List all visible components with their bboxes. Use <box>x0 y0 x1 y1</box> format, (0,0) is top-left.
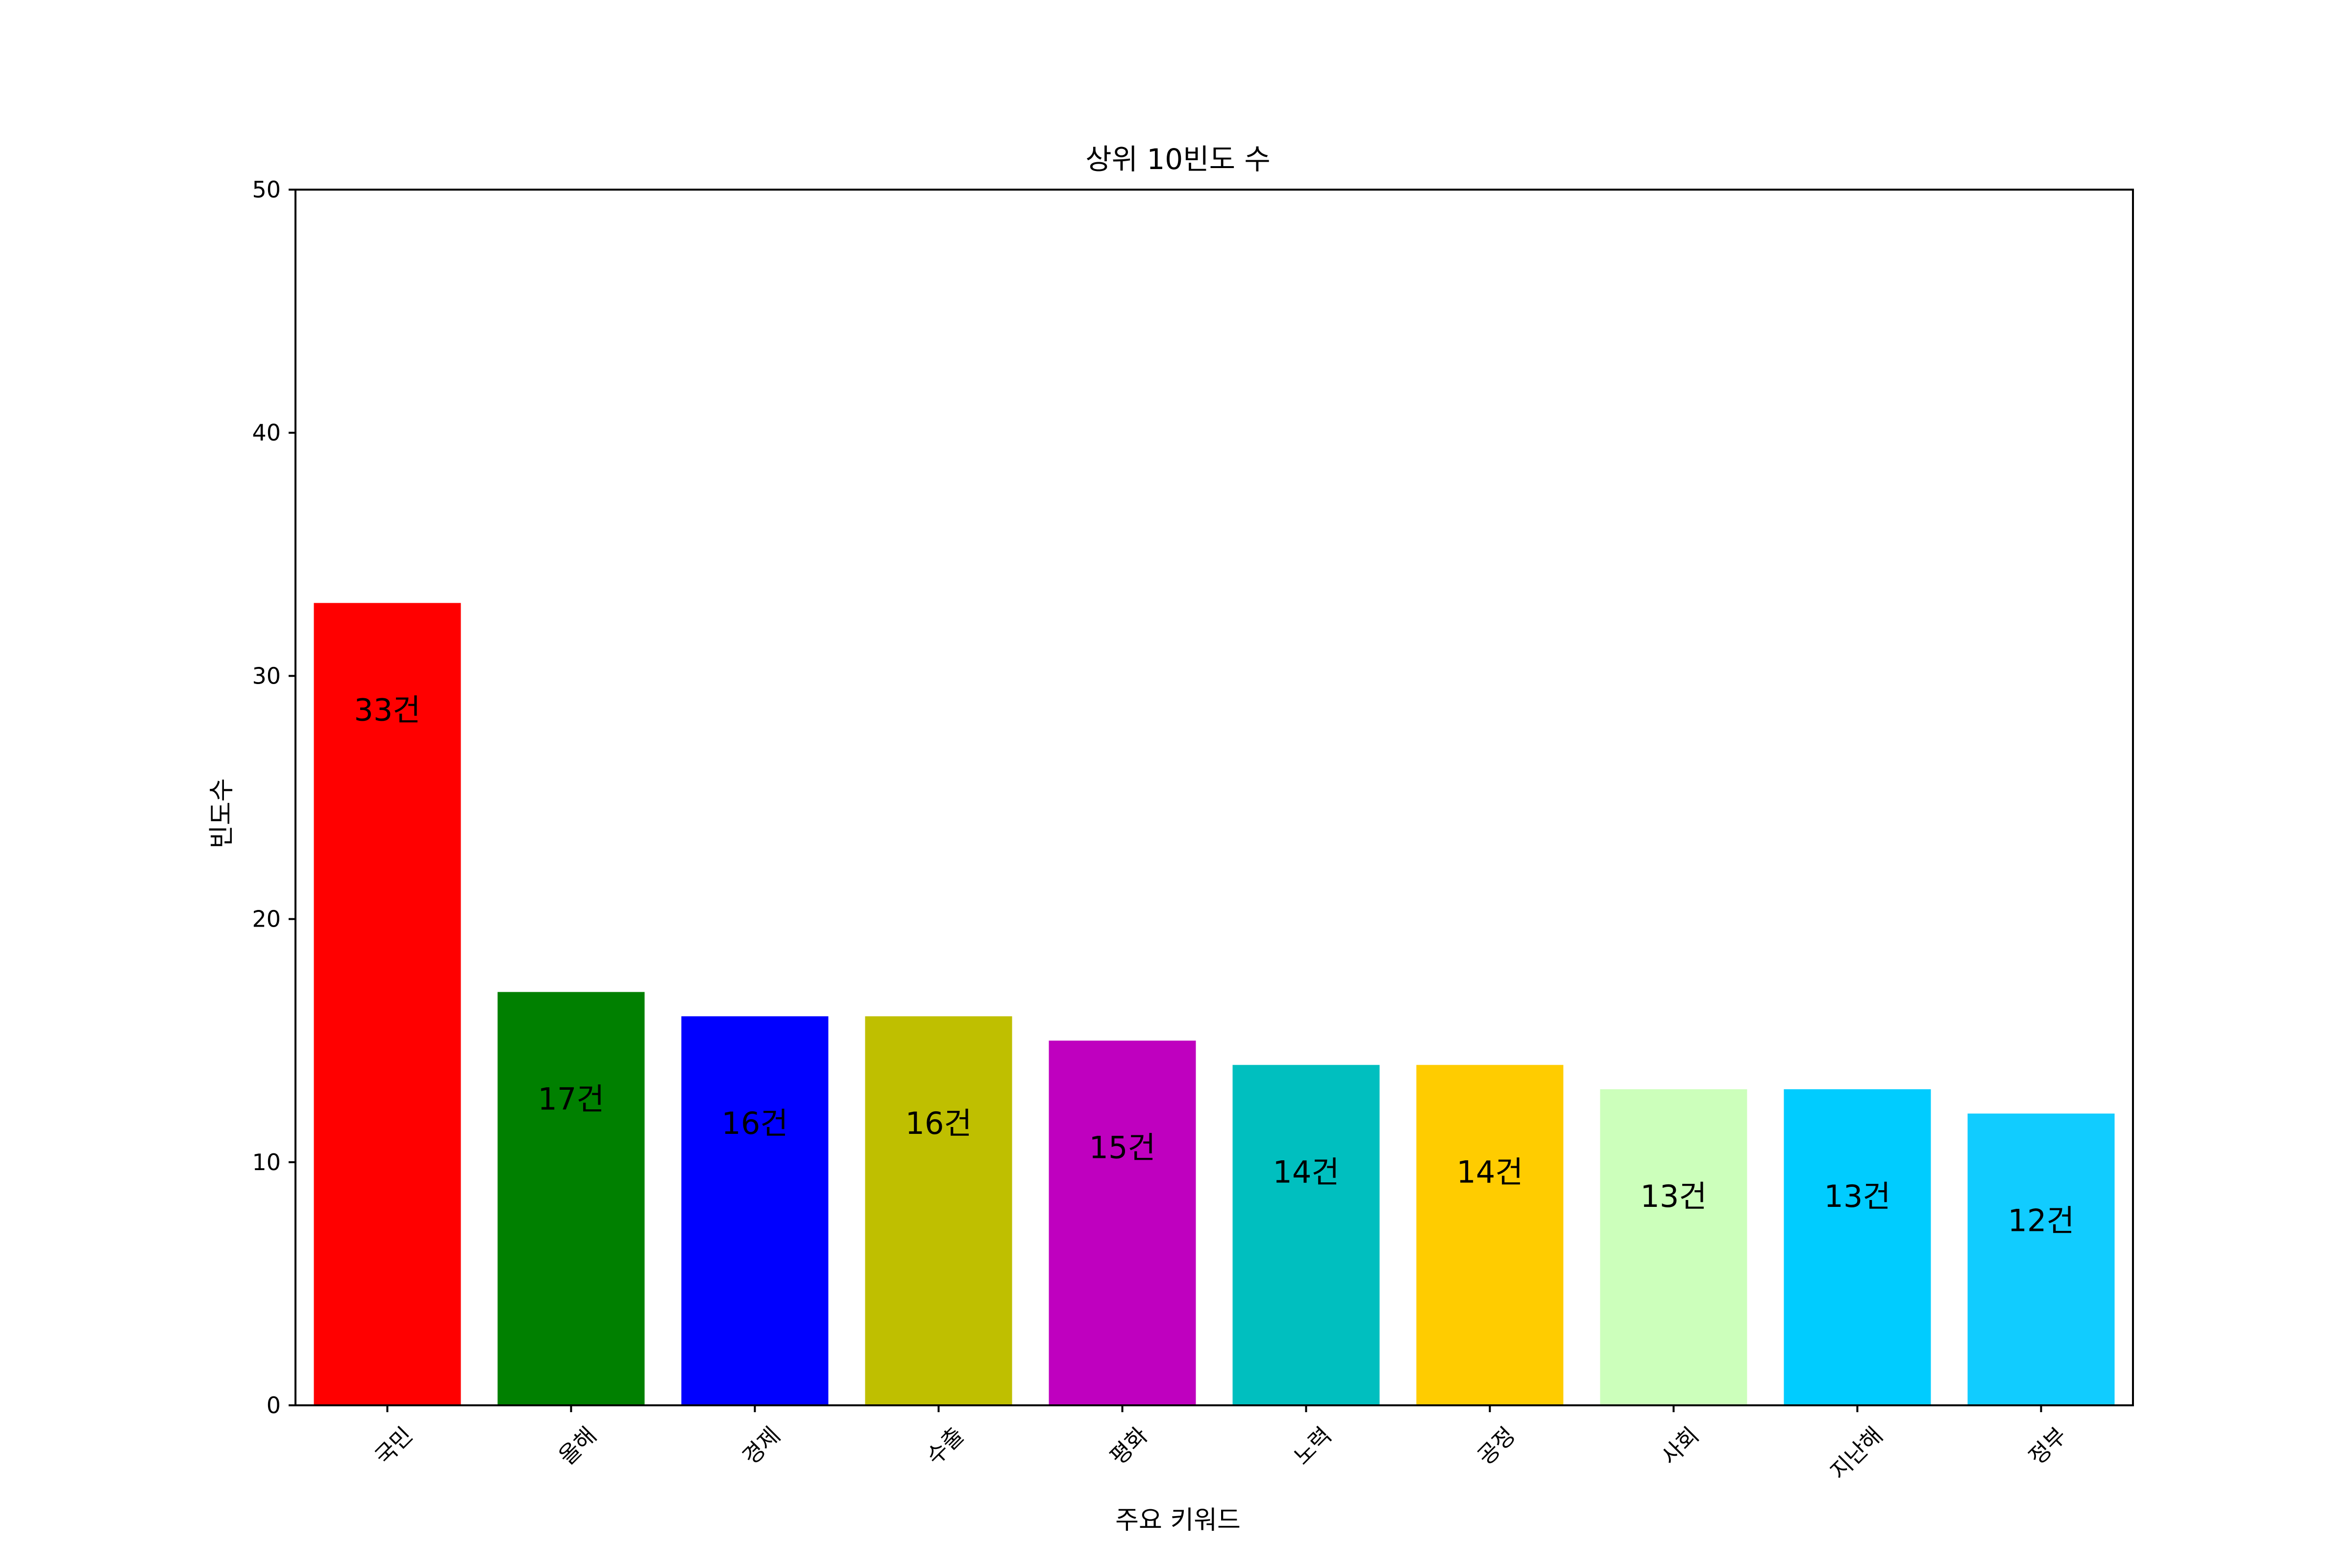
data-label-6: 14건 <box>1457 1154 1523 1190</box>
x-tick-label-0: 국민 <box>370 1422 418 1470</box>
chart-title: 상위 10빈도 수 <box>1085 143 1270 176</box>
x-axis: 국민 올해 경제 수출 평화 노력 공정 사회 지난해 정부 <box>370 1405 2072 1485</box>
data-labels-group: 33건 17건 16건 16건 15건 14건 14건 13건 13건 12건 <box>354 692 2075 1239</box>
data-label-8: 13건 <box>1824 1178 1891 1214</box>
x-tick-label-9: 정부 <box>2024 1422 2072 1470</box>
bar-0 <box>314 603 461 1405</box>
data-label-0: 33건 <box>354 692 421 728</box>
bar-3 <box>865 1016 1012 1405</box>
bar-7 <box>1600 1089 1747 1405</box>
y-tick-label-5: 50 <box>252 176 281 203</box>
y-tick-label-3: 30 <box>252 662 281 689</box>
x-tick-label-7: 사회 <box>1656 1422 1704 1470</box>
bar-4 <box>1049 1040 1196 1405</box>
data-label-5: 14건 <box>1273 1154 1340 1190</box>
data-label-9: 12건 <box>2008 1203 2075 1239</box>
x-tick-label-1: 올해 <box>554 1422 602 1470</box>
bars-group <box>314 603 2115 1405</box>
data-label-4: 15건 <box>1089 1130 1156 1166</box>
y-tick-label-4: 40 <box>252 419 281 446</box>
bar-1 <box>497 992 645 1405</box>
y-axis: 0 10 20 30 40 50 <box>252 176 295 1419</box>
bar-2 <box>681 1016 829 1405</box>
data-label-1: 17건 <box>538 1081 605 1117</box>
bar-9 <box>1967 1113 2115 1405</box>
data-label-7: 13건 <box>1641 1178 1707 1214</box>
bar-8 <box>1784 1089 1931 1405</box>
x-axis-label: 주요 키워드 <box>1115 1506 1241 1535</box>
x-tick-label-2: 경제 <box>737 1422 785 1470</box>
x-tick-label-6: 공정 <box>1472 1422 1520 1470</box>
y-tick-label-0: 0 <box>267 1392 281 1419</box>
plot-frame <box>294 189 2134 1406</box>
bar-5 <box>1232 1065 1380 1405</box>
x-tick-label-4: 평화 <box>1105 1422 1153 1470</box>
x-tick-label-3: 수출 <box>921 1422 969 1470</box>
y-tick-label-1: 10 <box>252 1149 281 1176</box>
data-label-2: 16건 <box>722 1105 788 1141</box>
x-tick-label-8: 지난해 <box>1825 1422 1888 1485</box>
y-axis-label: 빈도수 <box>207 778 237 849</box>
bar-6 <box>1416 1065 1564 1405</box>
data-label-3: 16건 <box>906 1105 972 1141</box>
y-tick-label-2: 20 <box>252 906 281 932</box>
x-tick-label-5: 노력 <box>1289 1422 1337 1470</box>
